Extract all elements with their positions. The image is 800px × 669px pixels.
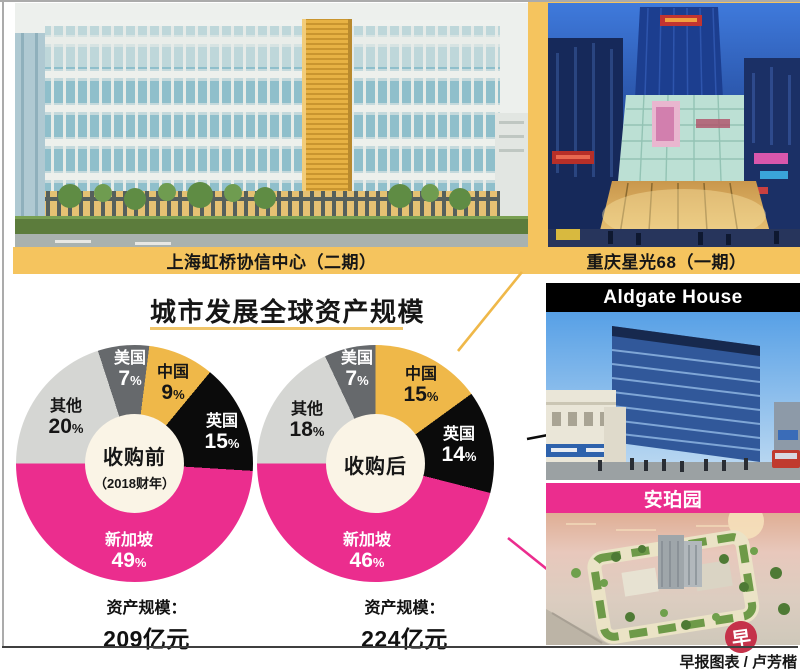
asset-scale-after: 资产规模： 224亿元 — [361, 600, 448, 652]
singapore-leader-line — [507, 536, 549, 572]
photo-shanghai-hongqiao — [15, 3, 528, 247]
china-leader-line — [456, 271, 524, 352]
donut-after-acquisition: 收购后 美国 7% 中国 15% 英国 14% 其他 18% 新加坡 46% — [257, 345, 494, 582]
caption-chongqing-starlight68: 重庆星光68（一期） — [586, 253, 747, 272]
banner-amber-park: 安珀园 — [546, 483, 800, 513]
slice-label-others: 其他 20% — [48, 398, 84, 438]
bottom-divider-line — [2, 646, 798, 648]
photo-aldgate-house — [546, 312, 800, 480]
slice-label-usa: 美国 7% — [113, 350, 146, 390]
slice-label-others: 其他 18% — [289, 401, 325, 441]
frame-left-line — [2, 0, 4, 646]
slice-label-singapore: 新加坡 46% — [342, 532, 391, 572]
donut-center-label-after: 收购后 — [344, 456, 407, 478]
photo-chongqing-starlight68 — [548, 3, 800, 247]
frame-top-line — [0, 0, 800, 2]
slice-label-china: 中国 15% — [403, 366, 439, 406]
slice-label-uk: 英国 15% — [204, 413, 240, 453]
yellow-caption-band — [13, 247, 800, 274]
uk-leader-line — [526, 433, 549, 441]
slice-label-singapore: 新加坡 49% — [104, 532, 153, 572]
credit-byline: 早报图表 / 卢芳楷 — [679, 654, 797, 669]
donut-hole-after — [326, 414, 425, 513]
donut-before-acquisition: 收购前 （2018财年） 美国 7% 中国 9% 英国 15% 其他 20% 新… — [16, 345, 253, 582]
slice-label-uk: 英国 14% — [441, 426, 477, 466]
caption-shanghai-hongqiao: 上海虹桥协信中心（二期） — [166, 253, 377, 272]
chart-title: 城市发展全球资产规模 — [150, 297, 426, 327]
photo-amber-park — [546, 513, 800, 645]
title-underline — [150, 327, 403, 330]
slice-label-china: 中国 9% — [156, 364, 189, 404]
donut-center-label-before: 收购前 （2018财年） — [94, 447, 175, 491]
asset-scale-before: 资产规模： 209亿元 — [103, 600, 190, 652]
slice-label-usa: 美国 7% — [340, 350, 373, 390]
banner-aldgate-house: Aldgate House — [546, 283, 800, 312]
donut-hole-before — [85, 414, 184, 513]
